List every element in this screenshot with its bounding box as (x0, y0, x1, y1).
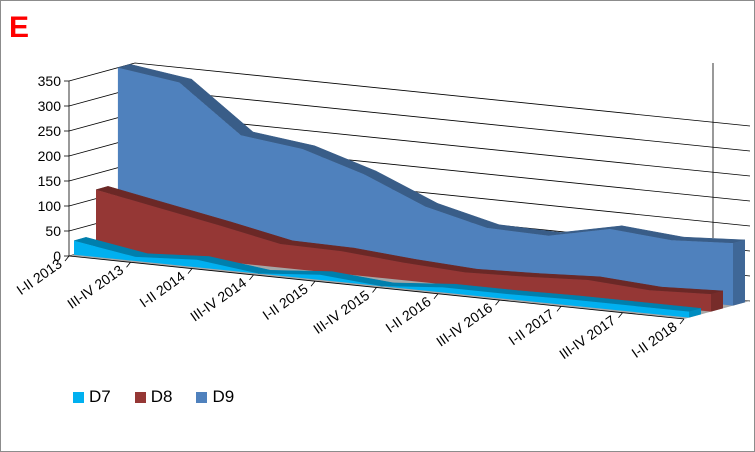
y-tick-label: 250 (38, 123, 62, 139)
x-tick-mark (495, 299, 500, 306)
panel-label: E (9, 11, 30, 44)
gridline (68, 62, 751, 127)
legend-label: D8 (150, 387, 173, 406)
legend-swatch (196, 391, 208, 403)
y-tick-label: 0 (53, 248, 61, 264)
series-end-cap (733, 239, 745, 306)
x-tick-mark (126, 262, 131, 268)
y-tick-label: 100 (38, 198, 62, 214)
x-tick-label: III-IV 2017 (556, 312, 618, 362)
series-area-D7 (74, 240, 689, 318)
x-tick-label: I-II 2014 (136, 268, 187, 311)
series-D7 (73, 237, 702, 318)
series-D8 (95, 186, 724, 312)
x-tick-mark (64, 255, 70, 262)
series-end-cap (711, 290, 723, 312)
x-tick-mark (433, 293, 439, 300)
y-tick-label: 200 (38, 148, 62, 164)
series-area-D8 (96, 189, 711, 312)
x-tick-label: I-II 2013 (13, 255, 64, 298)
x-tick-label: III-IV 2015 (310, 287, 372, 337)
x-tick-label: III-IV 2013 (64, 262, 126, 312)
x-tick-label: I-II 2016 (382, 293, 433, 336)
y-tick-label: 350 (38, 73, 62, 89)
y-tick-label: 150 (38, 173, 62, 189)
x-tick-mark (187, 268, 193, 274)
x-tick-mark (372, 287, 377, 293)
y-tick-label: 300 (38, 98, 62, 114)
legend-item-D7: D7 (73, 387, 111, 407)
series-end-cap (689, 308, 701, 318)
x-tick-label: III-IV 2014 (187, 274, 249, 324)
x-tick-label: I-II 2015 (259, 280, 310, 323)
x-tick-mark (679, 318, 685, 325)
legend-swatch (73, 391, 84, 403)
legend-label: D7 (89, 387, 111, 406)
y-tick-label: 50 (45, 223, 61, 239)
x-tick-mark (618, 312, 623, 318)
legend-item-D9: D9 (196, 387, 234, 407)
legend-swatch (134, 391, 146, 403)
x-tick-mark (310, 280, 316, 287)
x-tick-mark (556, 306, 562, 312)
legend-item-D8: D8 (134, 387, 173, 407)
x-tick-label: I-II 2017 (505, 306, 556, 349)
x-tick-label: III-IV 2016 (433, 299, 495, 349)
legend-label: D9 (212, 387, 235, 406)
x-tick-label: I-II 2018 (628, 318, 679, 361)
legend: D7 D8 D9 (73, 387, 234, 407)
x-tick-mark (249, 274, 254, 281)
